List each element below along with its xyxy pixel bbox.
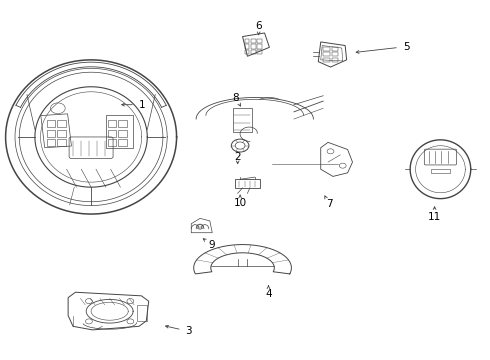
Bar bbox=[47, 121, 55, 127]
Text: 9: 9 bbox=[208, 240, 215, 250]
Bar bbox=[108, 121, 116, 127]
Bar bbox=[108, 139, 116, 146]
Text: 6: 6 bbox=[255, 21, 262, 31]
Bar bbox=[323, 47, 330, 51]
Bar bbox=[57, 130, 66, 136]
Text: 3: 3 bbox=[186, 326, 192, 336]
Text: 5: 5 bbox=[403, 42, 410, 51]
Text: 2: 2 bbox=[234, 152, 241, 162]
Text: 10: 10 bbox=[234, 198, 246, 208]
Bar bbox=[245, 50, 249, 54]
Bar bbox=[57, 139, 66, 146]
Bar bbox=[323, 58, 330, 62]
Bar bbox=[323, 52, 330, 56]
Bar bbox=[257, 50, 262, 54]
Bar bbox=[41, 114, 72, 148]
Bar bbox=[57, 121, 66, 127]
Text: 11: 11 bbox=[428, 212, 441, 221]
Text: 8: 8 bbox=[232, 93, 239, 103]
Bar bbox=[251, 39, 256, 43]
Text: 4: 4 bbox=[265, 289, 272, 299]
Text: 1: 1 bbox=[139, 100, 146, 110]
Bar bbox=[251, 50, 256, 54]
Bar bbox=[108, 130, 116, 136]
Bar bbox=[47, 139, 55, 146]
Bar bbox=[332, 52, 338, 56]
Bar bbox=[119, 139, 127, 146]
Bar bbox=[47, 130, 55, 136]
Bar bbox=[257, 44, 262, 49]
Bar bbox=[332, 47, 338, 51]
Bar bbox=[106, 116, 133, 148]
Bar bbox=[245, 39, 249, 43]
Bar bbox=[119, 130, 127, 136]
Bar bbox=[235, 179, 260, 188]
Bar bbox=[233, 108, 252, 132]
Bar bbox=[332, 58, 338, 62]
Text: 7: 7 bbox=[326, 199, 332, 210]
Bar bbox=[431, 169, 450, 173]
Bar bbox=[245, 44, 249, 49]
Bar bbox=[137, 305, 147, 321]
Bar bbox=[257, 39, 262, 43]
Bar bbox=[119, 121, 127, 127]
Bar bbox=[251, 44, 256, 49]
